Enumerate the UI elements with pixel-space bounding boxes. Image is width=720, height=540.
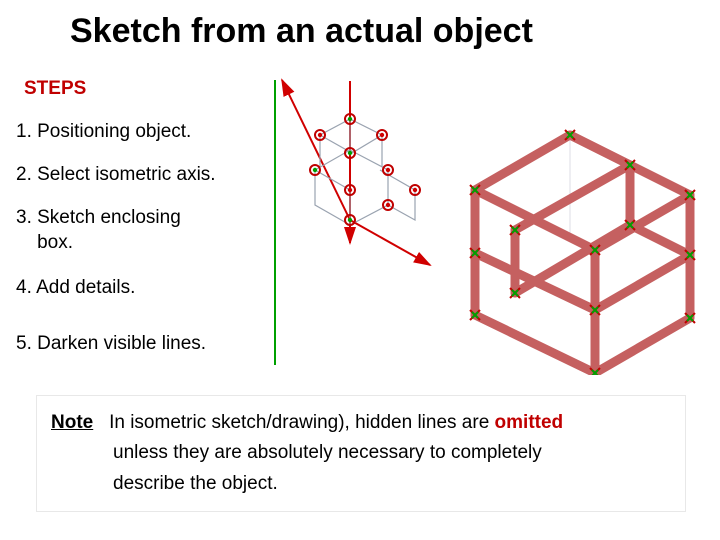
- step-2: 2. Select isometric axis.: [16, 163, 216, 188]
- step-3-line1: 3. Sketch enclosing: [16, 207, 181, 228]
- note-label: Note: [51, 412, 93, 433]
- note-text-b: unless they are absolutely necessary to …: [113, 442, 542, 463]
- isometric-diagram: [260, 75, 710, 375]
- step-3-line2: box.: [16, 232, 73, 253]
- note-text-c: describe the object.: [113, 473, 278, 494]
- steps-header: STEPS: [24, 78, 86, 100]
- note-omitted: omitted: [495, 412, 564, 433]
- small-isometric: [275, 80, 430, 365]
- step-4: 4. Add details.: [16, 276, 135, 301]
- step-3: 3. Sketch enclosing box.: [16, 206, 181, 255]
- note-text-a: In isometric sketch/drawing), hidden lin…: [109, 412, 494, 433]
- page-title: Sketch from an actual object: [70, 12, 533, 51]
- note-box: Note In isometric sketch/drawing), hidde…: [36, 395, 686, 512]
- large-isometric: [470, 130, 695, 375]
- step-1: 1. Positioning object.: [16, 120, 191, 145]
- step-5: 5. Darken visible lines.: [16, 332, 206, 357]
